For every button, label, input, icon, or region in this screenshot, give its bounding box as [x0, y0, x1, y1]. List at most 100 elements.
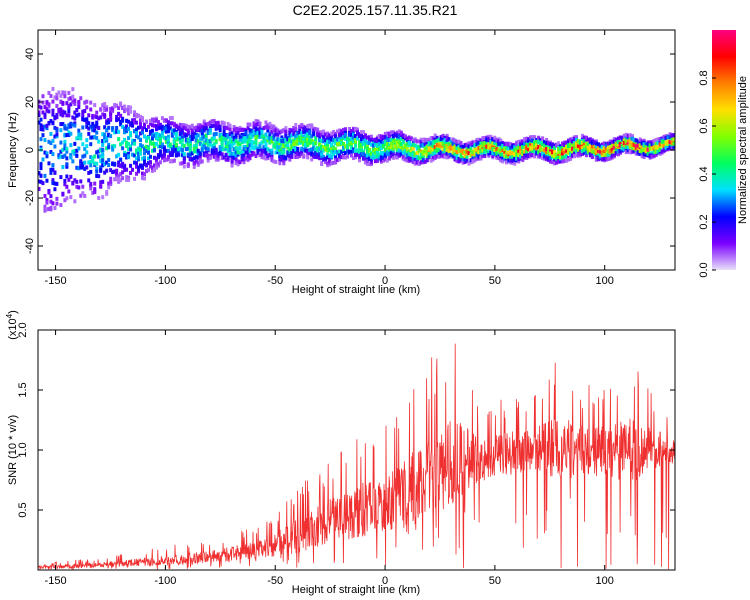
spectrogram-cell — [525, 149, 529, 154]
spectrogram-cell — [489, 137, 493, 142]
spectrogram-cell — [152, 144, 156, 149]
spectrogram-cell — [367, 140, 371, 145]
spectrogram-cell — [308, 123, 312, 128]
spectrogram-cell — [547, 141, 551, 146]
spectrogram-cell — [413, 158, 417, 163]
spectrogram-cell — [628, 149, 632, 154]
spectrogram-cell — [141, 144, 145, 149]
spectrogram-cell — [344, 136, 348, 141]
spectrogram-cell — [387, 138, 391, 143]
spectrogram-cell — [127, 146, 131, 151]
spectrogram-cell — [65, 149, 69, 154]
spectrogram-cell — [545, 138, 549, 143]
spectrogram-cell — [127, 177, 131, 182]
spectrogram-cell — [280, 153, 284, 158]
spectrogram-cell — [473, 158, 477, 163]
spectrogram-cell — [127, 175, 131, 180]
spectrogram-cell — [543, 152, 547, 157]
spectrogram-cell — [91, 121, 95, 126]
spectrogram-cell — [57, 153, 61, 158]
spectrogram-cell — [501, 143, 505, 148]
spectrogram-cell — [622, 147, 626, 152]
spectrogram-cell — [162, 150, 166, 155]
spectrogram-cell — [228, 140, 232, 145]
spectrogram-cell — [658, 137, 662, 142]
spectrogram-cell — [240, 132, 244, 137]
spectrogram-cell — [150, 128, 154, 133]
spectrogram-cell — [139, 131, 143, 136]
spectrogram-cell — [612, 145, 616, 150]
spectrogram-cell — [290, 128, 294, 133]
spectrogram-cell — [359, 133, 363, 138]
spectrogram-cell — [38, 171, 41, 176]
spectrogram-cell — [670, 133, 674, 138]
spectrogram-cell — [272, 142, 276, 147]
spectrogram-cell — [423, 147, 427, 152]
spectrogram-cell — [286, 150, 290, 155]
spectrogram-cell — [250, 152, 254, 157]
spectrogram-cell — [365, 135, 369, 140]
spectrogram-cell — [73, 151, 77, 156]
spectrogram-cell — [473, 148, 477, 153]
spectrogram-cell — [628, 133, 632, 138]
spectrogram-cell — [180, 128, 184, 133]
spectrogram-cell — [487, 134, 491, 139]
spectrogram-cell — [459, 143, 463, 148]
spectrogram-cell — [379, 136, 383, 141]
spectrogram-cell — [361, 156, 365, 161]
spectrogram-cell — [117, 152, 121, 157]
spectrogram-cell — [280, 155, 284, 160]
spectrogram-cell — [509, 145, 513, 150]
spectrogram-cell — [252, 125, 256, 130]
spectrogram-cell — [336, 142, 340, 147]
spectrogram-cell — [359, 140, 363, 145]
spectrogram-cell — [330, 143, 334, 148]
spectrogram-cell — [141, 130, 145, 135]
spectrogram-cell — [469, 145, 473, 150]
spectrogram-cell — [202, 126, 206, 131]
spectrogram-cell — [194, 155, 198, 160]
spectrogram-cell — [513, 161, 517, 166]
spectrogram-cell — [326, 152, 330, 157]
spectrogram-cell — [379, 150, 383, 155]
spectrogram-cell — [47, 121, 51, 126]
spectrogram-cell — [298, 135, 302, 140]
spectrogram-cell — [491, 141, 495, 146]
spectrogram-cell — [668, 135, 672, 140]
spectrogram-cell — [513, 158, 517, 163]
spectrogram-cell — [200, 133, 204, 138]
spectrogram-cell — [73, 110, 77, 115]
spectrogram-cell — [113, 104, 117, 109]
spectrogram-cell — [272, 128, 276, 133]
spectrogram-cell — [463, 150, 467, 155]
spectrogram-cell — [150, 136, 154, 141]
spectrogram-cell — [131, 138, 135, 143]
spectrogram-cell — [91, 124, 95, 129]
spectrogram-cell — [264, 132, 268, 137]
spectrogram-cell — [180, 135, 184, 140]
spectrogram-cell — [463, 153, 467, 158]
spectrogram-cell — [340, 129, 344, 134]
spectrogram-cell — [150, 168, 154, 173]
spectrogram-cell — [316, 152, 320, 157]
spectrogram-cell — [578, 145, 582, 150]
spectrogram-cell — [421, 160, 425, 165]
spectrogram-cell — [314, 136, 318, 141]
spectrogram-cell — [73, 149, 77, 154]
spectrogram-cell — [69, 174, 73, 179]
spectrogram-cell — [168, 142, 172, 147]
spectrogram-cell — [570, 139, 574, 144]
spectrogram-cell — [272, 136, 276, 141]
spectrogram-cell — [610, 139, 614, 144]
spectrogram-cell — [529, 135, 533, 140]
spectrogram-cell — [371, 155, 375, 160]
spectrogram-cell — [278, 130, 282, 135]
spectrogram-cell — [590, 140, 594, 145]
spectrogram-cell — [340, 155, 344, 160]
spectrogram-cell — [592, 139, 596, 144]
spectrogram-cell — [61, 191, 65, 196]
spectrogram-cell — [561, 159, 565, 164]
spectrogram-cell — [555, 143, 559, 148]
spectrogram-cell — [557, 141, 561, 146]
spectrogram-cell — [264, 140, 268, 145]
